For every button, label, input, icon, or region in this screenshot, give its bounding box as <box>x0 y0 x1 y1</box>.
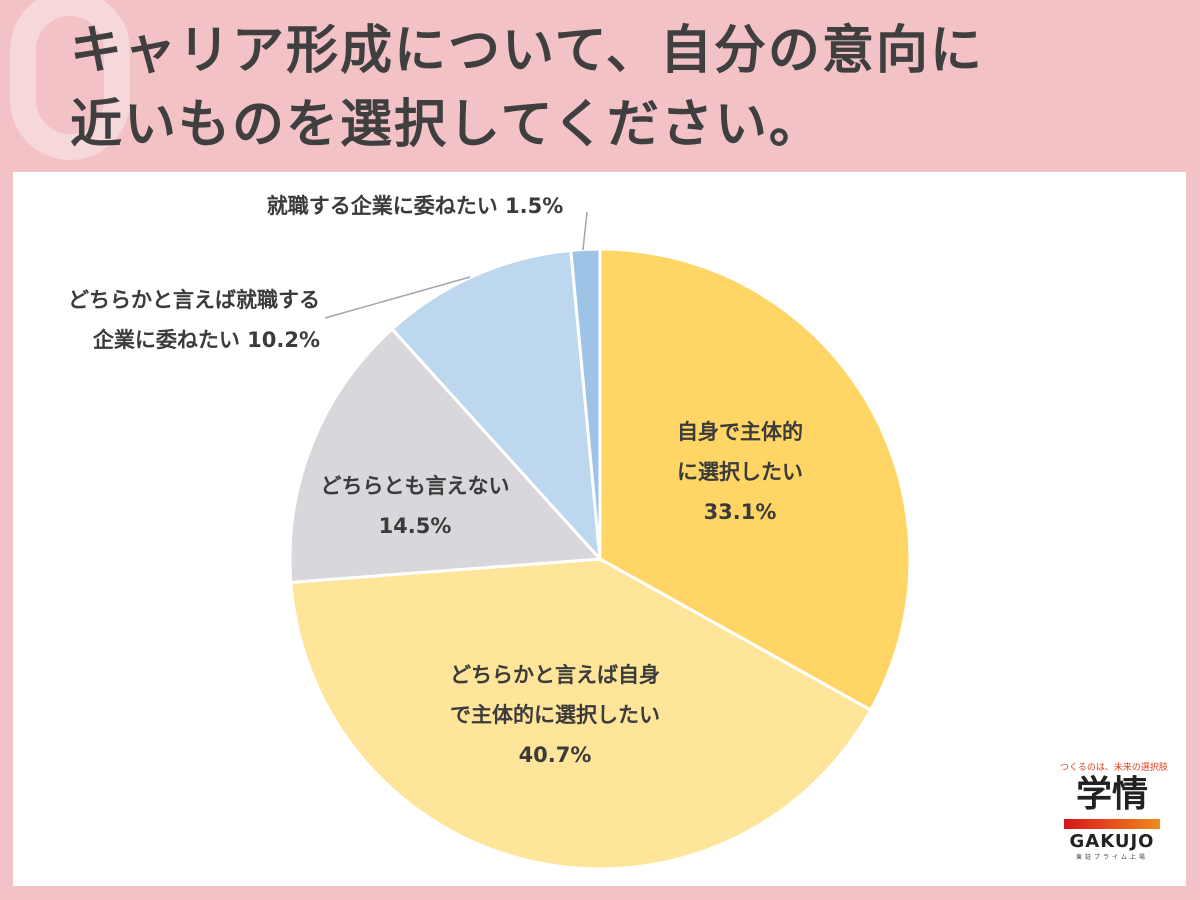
slice-label-self-choose: 自身で主体的 に選択したい 33.1% <box>660 412 820 532</box>
gakujo-logo: つくるのは、未来の選択肢 学情 GAKUJO 東証プライム上場 <box>1060 760 1168 861</box>
title-line-1: キャリア形成について、自分の意向に <box>70 21 984 81</box>
label-percent: 40.7% <box>518 743 592 767</box>
label-percent: 14.5% <box>378 514 452 538</box>
logo-sub: 東証プライム上場 <box>1076 854 1148 861</box>
label-text: どちらかと言えば自身 <box>450 663 660 687</box>
label-text: どちらかと言えば就職する <box>68 288 320 312</box>
title-line-2: 近いものを選択してください。 <box>70 95 823 155</box>
label-text: 自身で主体的 <box>677 420 803 444</box>
page-title: キャリア形成について、自分の意向に 近いものを選択してください。 <box>70 14 984 162</box>
slice-label-neither: どちらとも言えない 14.5% <box>300 466 530 546</box>
slice-label-rather-self: どちらかと言えば自身 で主体的に選択したい 40.7% <box>420 655 690 775</box>
pie-slice <box>289 557 873 871</box>
label-text: 企業に委ねたい 10.2% <box>92 328 320 352</box>
pie-slice <box>288 326 604 584</box>
logo-name: GAKUJO <box>1069 831 1155 852</box>
logo-gradient-bar <box>1064 819 1160 829</box>
logo-kanji: 学情 <box>1075 774 1148 815</box>
leader-line <box>324 276 471 319</box>
logo-tagline: つくるのは、未来の選択肢 <box>1060 763 1168 773</box>
label-text: どちらとも言えない <box>320 474 510 498</box>
leader-line <box>582 211 588 251</box>
label-text: で主体的に選択したい <box>450 703 660 727</box>
pie-slice <box>389 248 602 564</box>
label-text: に選択したい <box>677 460 803 484</box>
label-text: 就職する企業に委ねたい 1.5% <box>266 194 564 218</box>
label-percent: 33.1% <box>703 500 777 524</box>
slice-label-company: 就職する企業に委ねたい 1.5% <box>230 186 600 226</box>
pie-slice <box>598 247 912 713</box>
pie-slice <box>569 247 602 560</box>
slice-label-rather-company: どちらかと言えば就職する 企業に委ねたい 10.2% <box>30 280 320 360</box>
